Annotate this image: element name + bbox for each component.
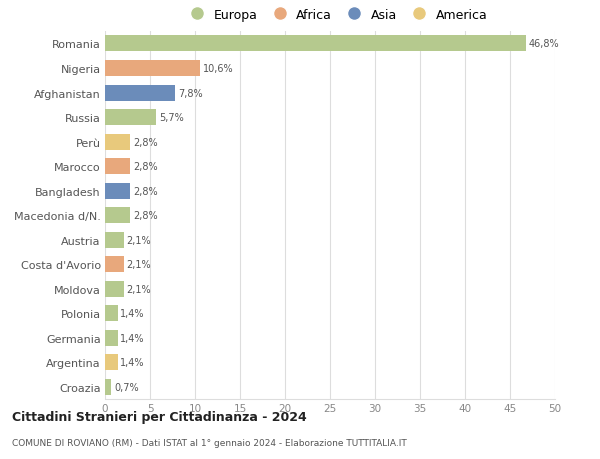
Legend: Europa, Africa, Asia, America: Europa, Africa, Asia, America [185,9,487,22]
Text: 1,4%: 1,4% [120,358,145,368]
Bar [105,61,200,77]
Bar [105,110,156,126]
Text: 1,4%: 1,4% [120,308,145,319]
Bar [105,330,118,346]
Text: 1,4%: 1,4% [120,333,145,343]
Text: 2,1%: 2,1% [127,260,151,270]
Text: 46,8%: 46,8% [529,39,560,50]
Text: 2,8%: 2,8% [133,137,158,147]
Text: 2,1%: 2,1% [127,284,151,294]
Text: 5,7%: 5,7% [159,113,184,123]
Text: 2,8%: 2,8% [133,186,158,196]
Bar [105,159,130,175]
Bar [105,36,526,52]
Bar [105,379,112,395]
Text: 7,8%: 7,8% [178,88,203,98]
Bar [105,232,124,248]
Bar [105,85,175,101]
Text: 2,1%: 2,1% [127,235,151,245]
Text: Cittadini Stranieri per Cittadinanza - 2024: Cittadini Stranieri per Cittadinanza - 2… [12,410,307,423]
Text: 2,8%: 2,8% [133,211,158,221]
Bar [105,306,118,322]
Bar [105,281,124,297]
Text: 0,7%: 0,7% [114,382,139,392]
Text: 2,8%: 2,8% [133,162,158,172]
Text: 10,6%: 10,6% [203,64,234,74]
Text: COMUNE DI ROVIANO (RM) - Dati ISTAT al 1° gennaio 2024 - Elaborazione TUTTITALIA: COMUNE DI ROVIANO (RM) - Dati ISTAT al 1… [12,438,407,447]
Bar [105,134,130,150]
Bar [105,257,124,273]
Bar [105,355,118,370]
Bar [105,208,130,224]
Bar [105,183,130,199]
